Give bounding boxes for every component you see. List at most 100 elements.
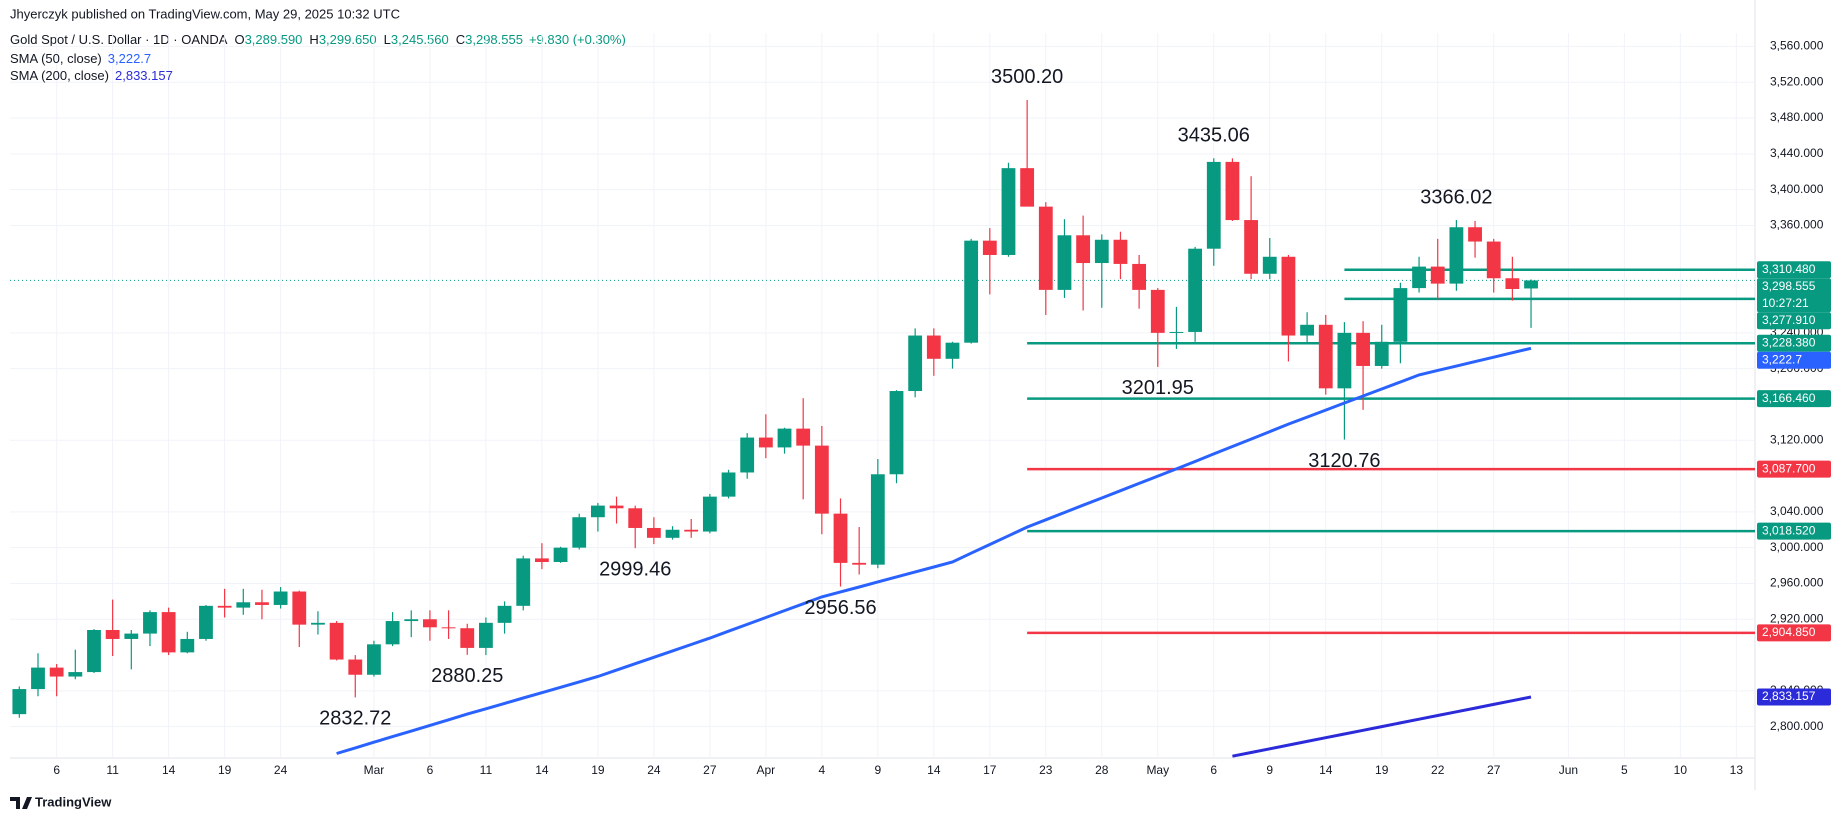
- last-price-label-box: [1757, 278, 1831, 313]
- candle-body: [1150, 289, 1165, 333]
- y-tick-label: 3,040.000: [1770, 504, 1824, 518]
- candle-body: [1524, 280, 1538, 289]
- candle-body: [1038, 206, 1053, 290]
- candle-body: [1132, 263, 1147, 290]
- candle-body: [1468, 227, 1482, 242]
- x-tick-label: 24: [274, 763, 288, 777]
- candle-body: [441, 627, 456, 629]
- candle-body: [1374, 341, 1389, 366]
- x-tick-label: 14: [535, 763, 549, 777]
- symbol: Gold Spot / U.S. Dollar · 1D · OANDA: [10, 32, 228, 47]
- level-label-box: [1757, 334, 1831, 352]
- candle-body: [236, 602, 251, 608]
- candle-body: [311, 622, 325, 625]
- x-tick-label: 11: [106, 763, 119, 777]
- sma-line: [336, 346, 1532, 755]
- candle-body: [814, 445, 829, 514]
- candle-body: [1486, 241, 1501, 279]
- candle-body: [534, 558, 549, 562]
- price-annotation: 3120.76: [1308, 450, 1380, 472]
- sma-label: 2,833.157: [1762, 689, 1816, 703]
- candle-body: [1225, 161, 1240, 221]
- level-label: 2,904.850: [1762, 625, 1816, 639]
- x-tick-label: 4: [819, 763, 826, 777]
- ohlc-key: O: [234, 32, 244, 47]
- candle-body: [945, 342, 960, 359]
- candle-body: [740, 437, 755, 473]
- candle-body: [721, 472, 736, 497]
- x-tick-label: 19: [1375, 763, 1389, 777]
- symbol-legend: Gold Spot / U.S. Dollar · 1D · OANDA O3,2…: [10, 32, 626, 47]
- candle-body: [497, 605, 512, 623]
- ohlc-value: 3,299.650: [319, 32, 377, 47]
- candle-body: [684, 529, 699, 532]
- candle-body: [702, 496, 717, 532]
- candle-body: [385, 621, 400, 645]
- price-annotation: 3366.02: [1420, 186, 1492, 208]
- x-tick-label: 11: [480, 763, 493, 777]
- level-label: 3,310.480: [1762, 262, 1816, 276]
- x-tick-label: 27: [703, 763, 717, 777]
- brand: TradingView: [35, 794, 112, 809]
- level-label: 3,166.460: [1762, 391, 1816, 405]
- candle-body: [777, 428, 792, 448]
- candle-body: [460, 628, 475, 648]
- candle-body: [479, 622, 493, 648]
- x-tick-label: 13: [1730, 763, 1744, 777]
- candle-body: [1356, 332, 1370, 366]
- x-tick-label: 19: [591, 763, 605, 777]
- x-tick-label: 6: [53, 763, 60, 777]
- candle-body: [1262, 256, 1277, 274]
- candle-body: [292, 591, 307, 625]
- candle-body: [180, 638, 195, 653]
- price-annotation: 3201.95: [1122, 377, 1194, 399]
- publisher-line: Jhyerczyk published on TradingView.com, …: [10, 6, 400, 21]
- x-tick-label: 27: [1487, 763, 1501, 777]
- candle-body: [423, 619, 437, 628]
- sma-name: SMA (200, close): [10, 68, 109, 83]
- x-tick-label: 6: [1210, 763, 1217, 777]
- x-tick-label: 19: [218, 763, 232, 777]
- candle-body: [758, 437, 773, 448]
- ohlc-value: 3,298.555: [465, 32, 523, 47]
- ohlc-key: H: [309, 32, 318, 47]
- ohlc-key: L: [384, 32, 391, 47]
- candle-body: [870, 474, 885, 565]
- candle-body: [105, 630, 120, 639]
- candle-body: [329, 622, 344, 660]
- change: +9.830 (+0.30%): [529, 32, 626, 47]
- candle-body: [833, 513, 848, 563]
- sma-label: 3,222.7: [1762, 352, 1802, 366]
- candle-body: [1318, 324, 1333, 389]
- x-tick-label: 5: [1621, 763, 1628, 777]
- x-tick-label: 17: [983, 763, 997, 777]
- candle-body: [1393, 288, 1408, 342]
- x-tick-label: 22: [1431, 763, 1445, 777]
- candle-body: [628, 508, 643, 528]
- sma-name: SMA (50, close): [10, 51, 102, 66]
- candle-body: [852, 562, 867, 565]
- candle-body: [553, 547, 568, 562]
- last-price-label: 3,298.555: [1762, 279, 1816, 293]
- price-annotation: 3500.20: [991, 66, 1063, 88]
- footer-logo: TradingView: [10, 794, 112, 809]
- x-tick-label: May: [1146, 763, 1169, 777]
- y-tick-label: 3,400.000: [1770, 182, 1824, 196]
- candle-body: [31, 667, 45, 690]
- last-price-label: 10:27:21: [1762, 296, 1809, 310]
- plot-area: [10, 33, 1755, 758]
- ohlc-value: 3,289.590: [245, 32, 303, 47]
- y-tick-label: 3,520.000: [1770, 74, 1824, 88]
- candle-body: [255, 602, 269, 605]
- candle-body: [646, 527, 661, 538]
- sma-line: [1232, 695, 1532, 758]
- price-annotation: 3435.06: [1178, 125, 1250, 147]
- candle-body: [1188, 248, 1203, 332]
- x-tick-label: Mar: [364, 763, 385, 777]
- x-tick-label: 9: [874, 763, 881, 777]
- candle-body: [1057, 235, 1072, 290]
- price-annotation: 2999.46: [599, 558, 671, 580]
- level-label: 3,277.910: [1762, 313, 1816, 327]
- x-tick-label: 23: [1039, 763, 1053, 777]
- candle-body: [1094, 239, 1109, 264]
